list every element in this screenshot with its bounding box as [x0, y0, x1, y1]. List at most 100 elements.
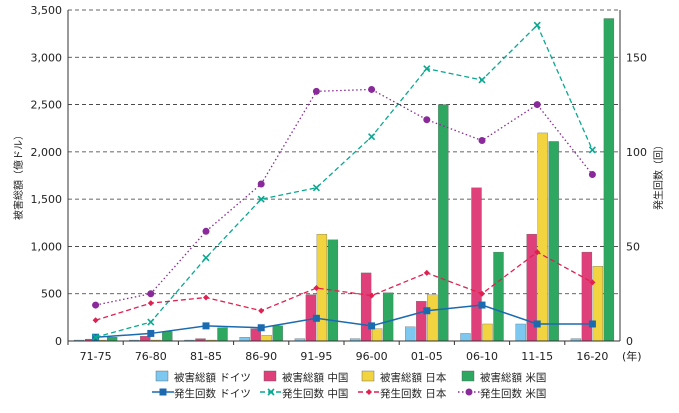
- y-tick-left: 2,000: [31, 146, 63, 159]
- x-tick-label: 91-95: [300, 350, 332, 363]
- line-marker: [588, 171, 596, 179]
- bar: [493, 251, 504, 342]
- bar: [405, 326, 416, 342]
- x-tick-label: 06-10: [466, 350, 498, 363]
- bar: [603, 18, 615, 342]
- gridlines: [68, 9, 620, 295]
- x-axis-unit: (年): [622, 349, 642, 363]
- bar: [239, 337, 250, 342]
- line-marker: [368, 292, 375, 299]
- line-marker: [534, 249, 541, 256]
- line-marker: [423, 269, 430, 276]
- line-marker: [368, 322, 376, 330]
- line-marker: [312, 184, 320, 192]
- series-line: [95, 304, 593, 338]
- legend-swatch: [461, 370, 475, 382]
- line-marker: [92, 333, 100, 341]
- line-marker: [92, 301, 100, 309]
- legend-label: 発生回数 中国: [282, 387, 348, 400]
- line-marker: [478, 137, 486, 145]
- line-marker: [147, 318, 155, 326]
- line-marker: [589, 279, 596, 286]
- legend-label: 被害総額 日本: [380, 371, 447, 384]
- legend-swatch: [361, 370, 375, 382]
- line-marker: [257, 180, 265, 188]
- legend-label: 被害総額 ドイツ: [174, 371, 251, 384]
- y-tick-left: 3,500: [31, 4, 63, 17]
- line-marker: [257, 195, 265, 203]
- bar: [460, 333, 471, 342]
- line-marker: [588, 146, 596, 154]
- line-marker: [258, 307, 265, 314]
- line-marker: [423, 116, 431, 124]
- line-marker: [588, 320, 596, 328]
- bar: [581, 251, 593, 342]
- line-marker: [366, 389, 372, 395]
- bar: [471, 187, 482, 342]
- bar: [371, 328, 383, 342]
- line-marker: [312, 87, 320, 95]
- line-marker: [423, 65, 431, 73]
- line-marker: [312, 314, 320, 322]
- y-axis-right-label: 発生回数（回）: [652, 140, 665, 210]
- line-marker: [533, 21, 541, 29]
- bar: [106, 337, 118, 342]
- bar: [482, 323, 493, 342]
- bar: [515, 323, 526, 342]
- y-tick-right: 50: [626, 240, 640, 253]
- y-tick-right: 0: [626, 335, 633, 348]
- x-tick-label: 96-00: [356, 350, 388, 363]
- series-line: [95, 88, 593, 306]
- legend-label: 発生回数 日本: [380, 387, 447, 400]
- bar: [360, 272, 372, 342]
- line-marker: [202, 254, 210, 262]
- y-tick-left: 3,000: [31, 51, 63, 64]
- bar: [272, 325, 283, 342]
- line-marker: [478, 76, 486, 84]
- y-tick-left: 0: [55, 335, 62, 348]
- y-tick-left: 2,500: [31, 99, 63, 112]
- bar: [548, 141, 559, 342]
- y-tick-left: 1,500: [31, 193, 63, 206]
- line-marker: [313, 285, 320, 292]
- legend-label: 発生回数 米国: [480, 387, 546, 400]
- series-line: [95, 24, 593, 338]
- line-marker: [202, 227, 210, 235]
- x-tick-label: 16-20: [576, 350, 608, 363]
- line-marker: [159, 388, 167, 396]
- line-marker: [423, 307, 431, 315]
- line-marker: [257, 324, 265, 332]
- line-marker: [478, 301, 486, 309]
- y-tick-left: 1,000: [31, 240, 63, 253]
- line-marker: [147, 290, 155, 298]
- bar: [592, 266, 604, 342]
- x-tick-label: 81-85: [190, 350, 222, 363]
- series-line: [95, 251, 593, 321]
- bar: [427, 294, 438, 342]
- x-tick-label: 71-75: [80, 350, 112, 363]
- y-axis-left-label: 被害総額（億ドル）: [12, 130, 25, 220]
- line-marker: [92, 317, 99, 324]
- legend-swatch: [155, 370, 169, 382]
- line-marker: [479, 290, 485, 297]
- bar: [162, 331, 173, 342]
- bar: [438, 104, 449, 342]
- legend-swatch: [263, 370, 277, 382]
- line-marker: [267, 388, 275, 396]
- legend-label: 被害総額 中国: [282, 371, 348, 384]
- legend-label: 発生回数 ドイツ: [174, 387, 251, 400]
- line-marker: [147, 329, 155, 337]
- line-marker: [202, 322, 210, 330]
- line-marker: [533, 101, 541, 109]
- y-tick-right: 100: [626, 146, 647, 159]
- line-marker: [147, 300, 154, 307]
- bar: [382, 292, 394, 342]
- bar: [217, 327, 228, 342]
- lines: [92, 21, 596, 341]
- x-tick-label: 76-80: [135, 350, 167, 363]
- bar: [140, 336, 151, 342]
- bar: [537, 132, 548, 342]
- line-marker: [368, 133, 376, 141]
